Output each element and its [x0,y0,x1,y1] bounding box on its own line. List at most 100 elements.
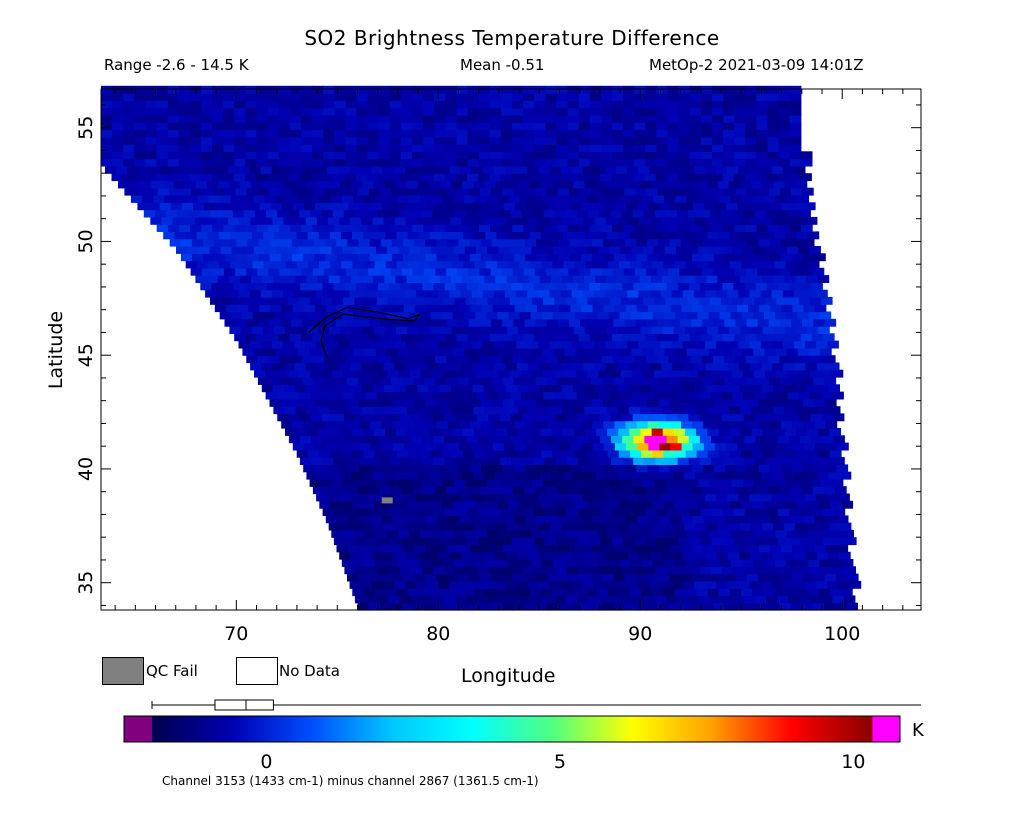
heatmap-cell [134,114,146,123]
heatmap-cell [747,253,760,262]
heatmap-cell [387,296,400,305]
heatmap-cell [156,100,169,109]
heatmap-cell [303,442,316,451]
colorbar-segment [282,716,285,742]
heatmap-cell [827,340,839,349]
heatmap-cell [731,479,744,487]
heatmap-cell [123,100,135,109]
heatmap-cell [210,209,223,218]
heatmap-cell [564,246,577,254]
heatmap-cell [441,449,453,458]
heatmap-cell [585,449,598,458]
colorbar-segment [784,716,787,742]
heatmap-cell [257,187,270,196]
heatmap-cell [777,435,790,444]
heatmap-cell [736,464,749,473]
heatmap-cell [350,551,362,560]
heatmap-cell [707,231,720,240]
heatmap-cell [687,246,699,254]
heatmap-cell [327,493,339,502]
heatmap-cell [426,442,438,451]
heatmap-cell [680,253,693,262]
heatmap-cell [406,471,419,480]
heatmap-cell [145,93,158,101]
heatmap-cell [509,479,522,487]
heatmap-cell [598,369,611,378]
heatmap-cell [389,158,402,167]
heatmap-cell [799,413,812,422]
heatmap-cell [389,151,402,160]
heatmap-cell [496,428,508,436]
heatmap-cell [367,224,380,232]
heatmap-cell [682,580,695,589]
colorbar-segment [184,716,187,742]
heatmap-cell [555,173,568,182]
heatmap-cell [337,304,349,313]
heatmap-cell [739,216,751,225]
heatmap-cell [382,165,395,174]
heatmap-cell [340,326,353,334]
heatmap-cell [514,464,526,473]
heatmap-cell [332,209,345,218]
heatmap-cell [278,333,291,342]
heatmap-cell [574,260,587,269]
colorbar-segment [770,716,773,742]
heatmap-cell [814,253,826,262]
heatmap-cell [600,114,613,123]
heatmap-cell [312,158,324,167]
heatmap-cell [700,151,713,160]
colorbar-segment [518,716,521,742]
heatmap-cell [512,151,524,160]
heatmap-cell [521,413,534,422]
heatmap-cell [345,537,357,546]
heatmap-cell [429,231,442,240]
heatmap-cell [829,428,841,436]
heatmap-cell [516,362,529,371]
heatmap-cell [527,362,540,371]
heatmap-cell [361,216,373,225]
heatmap-cell [700,537,713,546]
heatmap-cell [680,398,693,407]
colorbar-low-swatch [124,716,152,742]
heatmap-cell [337,202,349,211]
heatmap-cell [453,246,466,254]
heatmap-cell [706,384,718,393]
heatmap-cell [195,180,208,189]
heatmap-cell [572,551,585,560]
heatmap-cell [296,326,308,334]
heatmap-cell [494,362,507,371]
heatmap-cell [745,144,757,152]
heatmap-cell [412,486,425,495]
heatmap-cell [145,122,158,131]
heatmap-cell [328,406,341,415]
heatmap-cell [774,500,787,509]
heatmap-cell [242,195,254,203]
heatmap-cell [316,165,328,174]
heatmap-cell [504,493,517,502]
heatmap-cell [381,304,394,313]
heatmap-cell [465,479,477,487]
colorbar-segment [700,716,703,742]
heatmap-cell [494,340,506,349]
heatmap-cell [628,522,641,531]
heatmap-cell [681,420,693,429]
heatmap-cell [534,129,546,138]
heatmap-cell [713,398,726,407]
heatmap-cell [734,144,746,152]
heatmap-cell [431,529,443,538]
heatmap-cell [546,486,558,495]
heatmap-cell [167,136,180,145]
heatmap-cell [640,406,652,415]
colorbar-tick-label: 0 [260,751,272,773]
heatmap-cell [653,369,666,378]
heatmap-cell [662,406,674,415]
heatmap-cell [712,85,724,94]
heatmap-cell [416,289,428,298]
heatmap-cell [702,377,714,385]
heatmap-cell [212,85,224,94]
heatmap-cell [309,296,322,305]
heatmap-cell [790,486,803,495]
heatmap-cell [161,216,174,225]
colorbar-segment [288,716,291,742]
heatmap-cell [734,151,746,160]
